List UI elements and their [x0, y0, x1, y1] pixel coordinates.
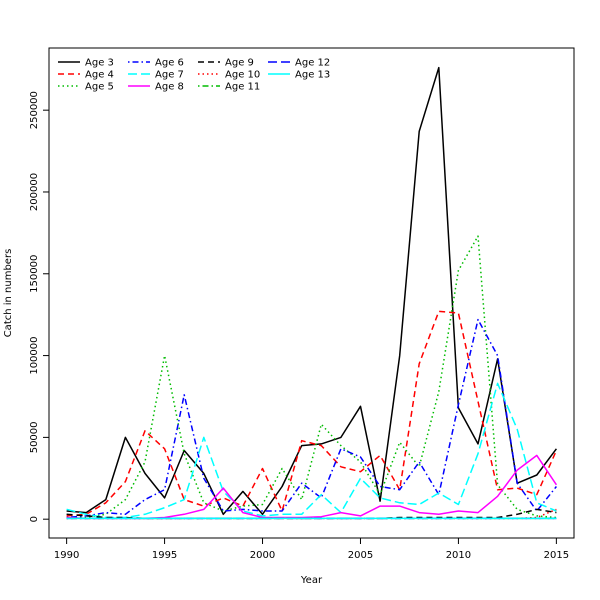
- series-line-age-5: [66, 235, 557, 519]
- y-tick-label: 150000: [29, 255, 40, 293]
- plot-frame: [48, 47, 575, 539]
- legend-label: Age 8: [155, 82, 184, 93]
- y-tick-label: 200000: [29, 173, 40, 211]
- x-tick-label: 2000: [250, 550, 275, 561]
- legend-label: Age 9: [225, 58, 254, 69]
- legend-label: Age 12: [295, 58, 330, 69]
- legend-label: Age 7: [155, 70, 184, 81]
- legend-label: Age 10: [225, 70, 260, 81]
- legend-label: Age 6: [155, 58, 184, 69]
- series-line-age-7: [66, 382, 557, 519]
- axis-ticks: 1990 1995 2000 2005 2010 2015 0 50000 100000 1500…: [29, 91, 569, 561]
- x-axis-title: Year: [300, 575, 323, 586]
- x-tick-label: 1995: [152, 550, 177, 561]
- series-lines: [66, 66, 558, 520]
- y-axis-title: Catch in numbers: [3, 249, 14, 338]
- legend-label: Age 4: [85, 70, 114, 81]
- y-tick-label: 50000: [29, 421, 40, 453]
- series-line-age-4: [66, 310, 558, 517]
- series-line-age-6: [66, 318, 557, 519]
- series-line-age-3: [66, 66, 558, 516]
- legend-label: Age 13: [295, 70, 330, 81]
- legend-label: Age 3: [85, 58, 114, 69]
- legend-label: Age 5: [85, 82, 114, 93]
- y-tick-label: 100000: [29, 336, 40, 374]
- x-tick-label: 2005: [348, 550, 373, 561]
- y-tick-label: 0: [29, 516, 40, 522]
- y-tick-label: 250000: [29, 91, 40, 129]
- legend-label: Age 11: [225, 82, 260, 93]
- x-tick-label: 2015: [544, 550, 569, 561]
- x-tick-label: 2010: [446, 550, 471, 561]
- x-tick-label: 1990: [54, 550, 79, 561]
